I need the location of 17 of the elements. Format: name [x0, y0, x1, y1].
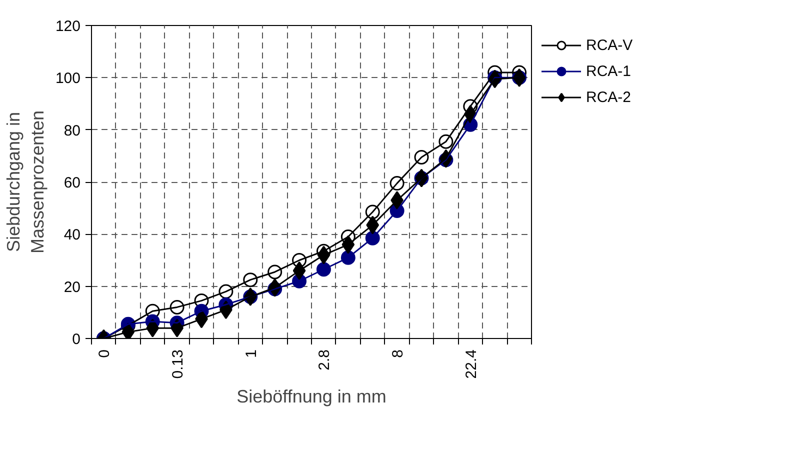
- x-tick-label: 22.4: [462, 349, 480, 379]
- x-axis-title: Sieböffnung in mm: [236, 386, 386, 407]
- x-tick-label: 2.8: [316, 349, 334, 370]
- y-tick-label: 80: [64, 122, 81, 140]
- legend-label: RCA-2: [586, 88, 632, 106]
- legend-label: RCA-1: [586, 62, 632, 80]
- x-tick-label: 1: [242, 350, 260, 358]
- x-tick-label: 8: [390, 350, 407, 358]
- y-tick-label: 60: [64, 174, 81, 192]
- x-tick-label: 0.13: [170, 349, 187, 379]
- y-tick-label: 20: [64, 278, 81, 296]
- y-tick-label: 120: [55, 18, 81, 35]
- x-tick-label: 0: [96, 350, 114, 358]
- legend-label: RCA-V: [586, 36, 633, 54]
- y-axis-title: Siebdurchgang in Massenprozenten: [3, 110, 48, 254]
- y-tick-label: 100: [55, 70, 81, 88]
- y-tick-label: 40: [64, 226, 81, 244]
